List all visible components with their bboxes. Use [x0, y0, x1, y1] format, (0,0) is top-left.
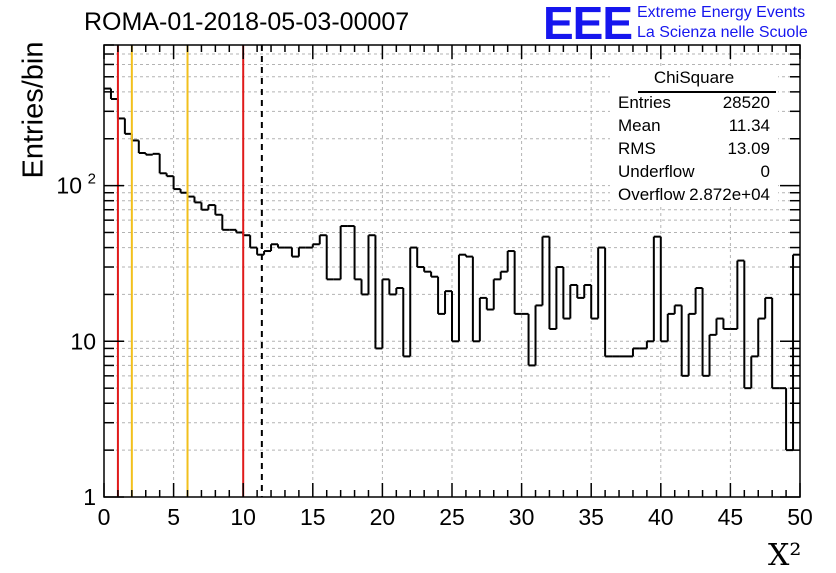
stats-row-rms: RMS 13.09	[618, 139, 770, 161]
eee-logo: EEE	[543, 0, 633, 49]
stats-key: Mean	[618, 116, 661, 135]
tick-labels: 0 5 10 15 20 25 30 35 40 45 50 1 10 10 2	[56, 171, 812, 530]
x-tick-label: 0	[98, 504, 111, 530]
axis-ticks	[103, 44, 801, 498]
stats-row-underflow: Underflow 0	[618, 162, 770, 184]
x-tick-label: 25	[439, 504, 465, 530]
x-tick-label: 35	[578, 504, 604, 530]
stats-divider	[638, 91, 776, 93]
histogram-bars	[104, 87, 800, 452]
stats-key: Entries	[618, 93, 671, 112]
logo-subtitle-line2: La Scienza nelle Scuole	[637, 24, 808, 41]
stats-value: 28520	[722, 93, 770, 112]
stats-row-overflow: Overflow 2.872e+04	[618, 185, 770, 207]
logo-subtitle-line1: Extreme Energy Events	[637, 4, 806, 21]
x-tick-label: 50	[787, 504, 813, 530]
stats-key: Overflow	[618, 185, 686, 204]
stats-value: 13.09	[727, 139, 770, 158]
stats-row-entries: Entries 28520	[618, 93, 770, 115]
stats-key: RMS	[618, 139, 656, 158]
x-tick-label: 5	[167, 504, 180, 530]
x-tick-label: 20	[370, 504, 396, 530]
y-tick-label: 10	[70, 328, 96, 354]
chart-title: ROMA-01-2018-05-03-00007	[84, 8, 410, 36]
x-axis-label: X²	[768, 538, 802, 573]
y-tick-label-exponent: 2	[88, 171, 96, 188]
stats-value: 11.34	[728, 116, 770, 135]
stats-row-mean: Mean 11.34	[618, 116, 770, 138]
stats-box: ChiSquare Entries 28520 Mean 11.34 RMS 1…	[610, 66, 778, 206]
y-tick-label: 1	[83, 484, 96, 510]
stats-title: ChiSquare	[653, 68, 735, 87]
x-tick-label: 10	[230, 504, 256, 530]
x-tick-label: 30	[509, 504, 535, 530]
y-tick-label: 10	[56, 173, 82, 199]
x-tick-label: 40	[648, 504, 674, 530]
y-axis-label: Entries/bin	[17, 41, 50, 179]
x-tick-label: 15	[300, 504, 326, 530]
stats-value: 0	[760, 162, 770, 181]
stats-key: Underflow	[618, 162, 695, 181]
reference-lines	[116, 45, 263, 497]
stats-value: 2.872e+04	[689, 185, 770, 204]
x-tick-label: 45	[718, 504, 744, 530]
